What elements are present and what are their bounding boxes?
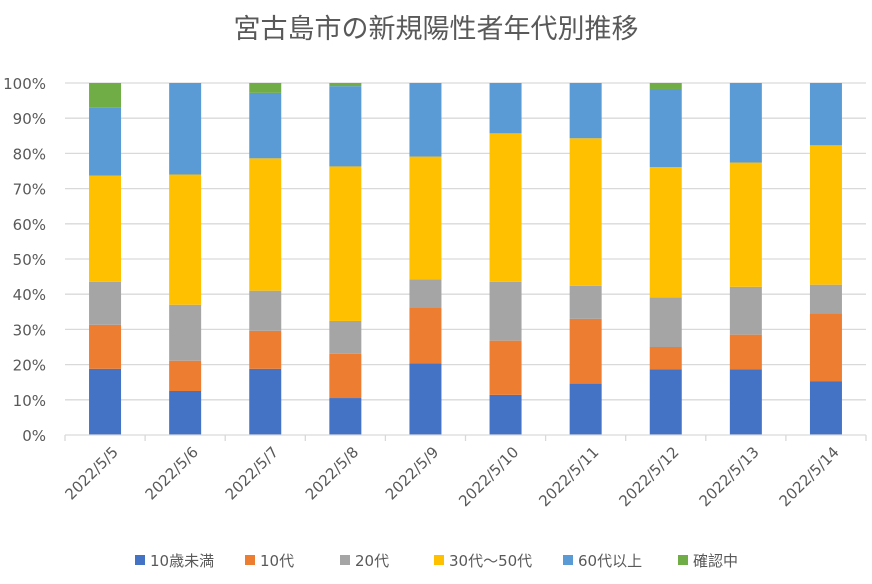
- bar-segment: [329, 86, 362, 167]
- bar-segment: [489, 83, 522, 134]
- x-tick-label: 2022/5/14: [776, 443, 843, 510]
- bar-segment: [169, 83, 202, 175]
- bar-segment: [249, 92, 282, 159]
- bar-segment: [809, 284, 842, 314]
- legend-swatch: [340, 555, 350, 565]
- y-tick-label: 90%: [13, 110, 46, 128]
- bar-segment: [649, 297, 682, 347]
- bar-segment: [809, 145, 842, 285]
- bar-segment: [489, 281, 522, 341]
- legend-label: 確認中: [693, 552, 738, 570]
- bar-segment: [809, 313, 842, 382]
- bar-segment: [489, 340, 522, 395]
- bar-segment: [569, 383, 602, 435]
- bar-segment: [569, 138, 602, 286]
- x-tick-label: 2022/5/10: [455, 443, 522, 510]
- x-tick-label: 2022/5/11: [535, 443, 602, 510]
- bar-segment: [169, 174, 202, 305]
- x-tick-label: 2022/5/9: [382, 443, 442, 503]
- legend-swatch: [135, 555, 145, 565]
- x-tick-label: 2022/5/12: [615, 443, 682, 510]
- bar-segment: [249, 83, 282, 93]
- legend-swatch: [434, 555, 444, 565]
- bar-segment: [729, 83, 762, 163]
- legend-label: 30代～50代: [449, 552, 532, 570]
- x-tick-label: 2022/5/13: [696, 443, 763, 510]
- x-tick-label: 2022/5/7: [222, 443, 282, 503]
- y-tick-label: 60%: [13, 216, 46, 234]
- bar-segment: [249, 290, 282, 331]
- bar-segment: [249, 330, 282, 369]
- legend-swatch: [563, 555, 573, 565]
- bar-segment: [489, 133, 522, 282]
- bar-segment: [89, 281, 122, 325]
- bar-segment: [649, 347, 682, 370]
- bar-segment: [89, 324, 122, 369]
- bar-segment: [409, 279, 442, 308]
- bar-segment: [329, 83, 362, 87]
- bar-segment: [89, 368, 122, 435]
- bar-segment: [409, 307, 442, 364]
- chart-title: 宮古島市の新規陽性者年代別推移: [234, 14, 639, 45]
- bar-segment: [809, 381, 842, 435]
- bar-segment: [649, 88, 682, 168]
- bar-segment: [409, 156, 442, 280]
- bar-segment: [169, 360, 202, 391]
- bar-segment: [729, 286, 762, 335]
- bar-segment: [89, 107, 122, 176]
- legend-swatch: [245, 555, 255, 565]
- y-tick-label: 40%: [13, 286, 46, 304]
- bar-segment: [729, 369, 762, 435]
- bar-segment: [729, 334, 762, 370]
- legend-swatch: [678, 555, 688, 565]
- bar-segment: [89, 175, 122, 282]
- legend-label: 10代: [260, 552, 294, 570]
- bar-segment: [569, 83, 602, 139]
- bar-segment: [329, 353, 362, 399]
- y-tick-label: 0%: [22, 427, 46, 445]
- bar-segment: [569, 285, 602, 319]
- bar-segment: [649, 369, 682, 435]
- bar-segment: [329, 398, 362, 435]
- y-tick-label: 100%: [3, 75, 46, 93]
- bar-segment: [169, 304, 202, 361]
- x-tick-label: 2022/5/8: [302, 443, 362, 503]
- bar-segment: [809, 83, 842, 146]
- x-tick-label: 2022/5/6: [142, 443, 202, 503]
- bar-segment: [729, 162, 762, 287]
- bar-segment: [329, 166, 362, 321]
- y-tick-label: 30%: [13, 321, 46, 339]
- y-tick-label: 80%: [13, 145, 46, 163]
- bar-segment: [329, 320, 362, 354]
- bar-segment: [169, 391, 202, 435]
- bar-segment: [89, 83, 122, 108]
- legend-label: 10歳未満: [150, 552, 214, 570]
- legend-label: 20代: [355, 552, 389, 570]
- y-tick-label: 70%: [13, 181, 46, 199]
- y-tick-label: 20%: [13, 357, 46, 375]
- bar-segment: [569, 318, 602, 384]
- y-tick-label: 10%: [13, 392, 46, 410]
- bar-segment: [649, 167, 682, 298]
- x-tick-label: 2022/5/5: [62, 443, 122, 503]
- legend-label: 60代以上: [578, 552, 642, 570]
- bar-segment: [409, 83, 442, 157]
- y-tick-label: 50%: [13, 251, 46, 269]
- bar-segment: [249, 368, 282, 435]
- bar-segment: [409, 363, 442, 435]
- bar-segment: [249, 158, 282, 291]
- bar-segment: [489, 394, 522, 435]
- bar-segment: [649, 83, 682, 89]
